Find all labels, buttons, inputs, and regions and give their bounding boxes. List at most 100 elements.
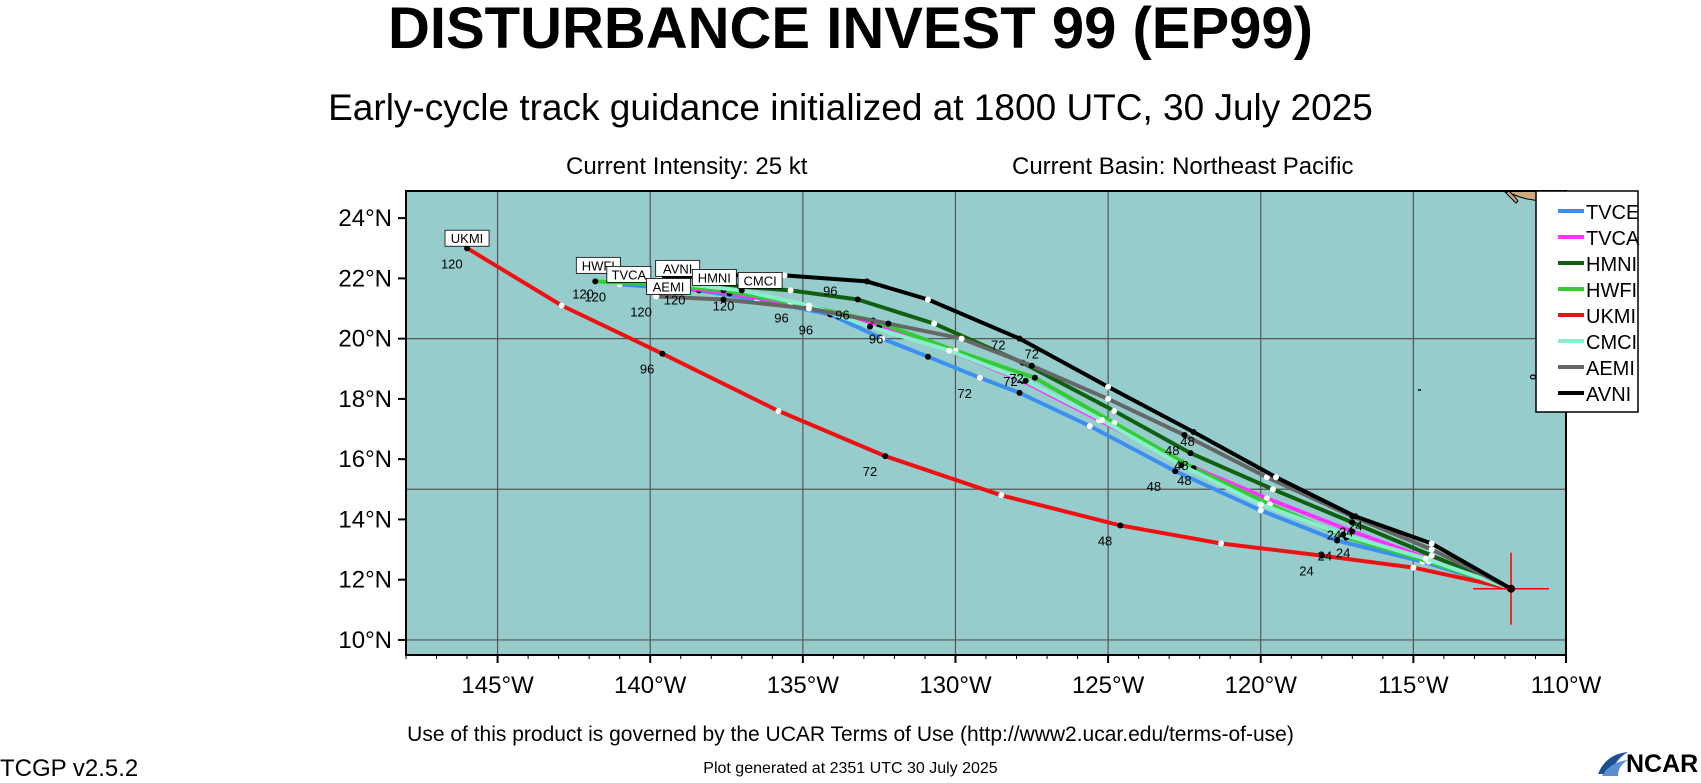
track-point-hmni [1349,519,1356,526]
track-point-aemi [1105,395,1112,402]
track-point-avni [925,296,931,303]
track-point-ukmi [558,302,565,309]
track-point-hmni [787,287,794,294]
track-point-hmni [1187,450,1194,457]
box-label-text: UKMI [451,231,484,246]
track-point-tvce [1257,507,1264,514]
ncar-logo-swoosh-icon [1598,752,1628,776]
generated-time: Plot generated at 2351 UTC 30 July 2025 [703,760,998,777]
hour-label-ukmi: 120 [441,256,463,271]
hour-label-ukmi: 48 [1098,533,1112,548]
track-point-cmci [1099,416,1105,423]
track-point-aemi [805,305,812,312]
hour-label-hmni: 48 [1174,458,1188,473]
lat-tick-label: 22°N [338,265,392,292]
track-point-tvce [925,353,931,360]
hour-label-hwfi: 72 [1003,374,1017,389]
lat-tick-label: 12°N [338,567,392,594]
lat-tick-label: 20°N [338,326,392,353]
box-label-background [646,278,691,295]
track-point-hmni [1111,407,1118,414]
track-point-cmci [1257,501,1264,508]
track-point-ukmi [882,453,889,460]
lat-tick-label: 24°N [338,205,392,232]
track-point-hmni [931,320,938,327]
hour-label-avni: 24 [1348,518,1362,533]
track-point-ukmi [775,407,782,414]
track-point-ukmi [1410,564,1417,571]
track-point-cmci [1178,462,1185,469]
box-label-background [691,269,737,286]
track-point-tvce [1086,423,1093,430]
legend: TVCE TVCA HMNI HWFI UKMI CMCI AEMI AVNI [1535,190,1640,413]
lon-tick-label: 125°W [1072,672,1145,699]
hour-label-avni: 72 [1025,347,1039,362]
hour-label-aemi: 120 [630,304,652,319]
track-point-avni [1352,513,1359,520]
track-point-tvca [1349,528,1356,535]
box-label-text: AEMI [653,279,685,294]
chart-title: DISTURBANCE INVEST 99 (EP99) [388,0,1313,61]
hour-label-hwfi: 24 [1336,546,1350,561]
track-point-cmci [867,323,873,330]
track-point-cmci [738,287,745,294]
box-label-text: HMNI [698,270,731,285]
hour-label-hmni: 96 [835,307,849,322]
hour-label-tvce: 48 [1147,479,1161,494]
track-point-cmci [1022,377,1029,384]
version-label: TCGP v2.5.2 [0,755,139,782]
hour-label-avni: 48 [1180,434,1194,449]
hour-label-tvce: 96 [799,323,813,338]
track-point-avni [1273,474,1279,481]
forecast-hour-labels: 24 48 72 96 120 24 48 72 96 24 48 72 96 120 24 48 72 96 12… [441,256,1363,578]
track-point-tvca [1263,495,1270,502]
hour-label-tvce: 24 [1318,549,1332,564]
track-point-tvce [1334,537,1341,544]
track-point-aemi [885,320,892,327]
legend-entry-tvca: TVCA [1586,228,1640,250]
box-label-background [606,265,652,283]
hour-label-hwfi: 120 [572,286,594,301]
box-label-background [737,272,783,289]
track-point-aemi [653,293,660,300]
hour-label-aemi: 96 [869,332,883,347]
track-point-tvce [1172,468,1179,475]
track-map: 24 48 72 96 120 24 48 72 96 24 48 72 96 120 24 48 72 96 12… [338,190,1640,699]
box-label-text: TVCA [612,267,647,282]
box-label-ukmi: UKMI [444,229,490,247]
hour-label-ukmi: 72 [863,464,877,479]
hour-label-ukmi: 96 [640,362,654,377]
box-label-text: AVNI [663,261,692,276]
box-label-hmni: HMNI [691,269,737,286]
lat-tick-label: 18°N [338,386,392,413]
box-label-aemi: AEMI [646,278,691,295]
longitude-labels: 145°W 140°W 135°W 130°W 125°W 120°W 115°W 110°W [461,672,1601,699]
latitude-labels: 10°N 12°N 14°N 16°N 18°N 20°N 22°N 24°N [338,205,392,654]
legend-entry-hwfi: HWFI [1586,280,1637,302]
box-label-background [655,259,701,277]
box-label-background [444,229,490,247]
track-point-ukmi [1117,522,1124,529]
axis-ticks [398,217,1567,663]
legend-entry-hmni: HMNI [1586,254,1637,276]
terms-of-use: Use of this product is governed by the U… [407,723,1294,746]
track-point-tvce [976,374,983,381]
hour-label-hwfi: 96 [774,311,788,326]
hour-label-avni: 96 [823,283,837,298]
track-point-aemi [1028,362,1035,369]
lon-tick-label: 135°W [767,672,840,699]
hour-label-hmni: 24 [1327,527,1341,542]
track-tvce [617,282,1514,591]
track-point-aemi [1263,474,1270,481]
lon-tick-label: 115°W [1378,672,1449,699]
current-position-dot [1507,584,1516,593]
track-cmci [684,282,1514,591]
legend-entry-ukmi: UKMI [1586,306,1636,328]
track-point-hmni [854,296,861,303]
track-point-avni [863,278,870,285]
track-point-aemi [1181,432,1188,439]
hour-label-avni: 120 [664,292,686,307]
lon-tick-label: 120°W [1225,672,1298,699]
hour-label-tvce: 72 [957,386,971,401]
